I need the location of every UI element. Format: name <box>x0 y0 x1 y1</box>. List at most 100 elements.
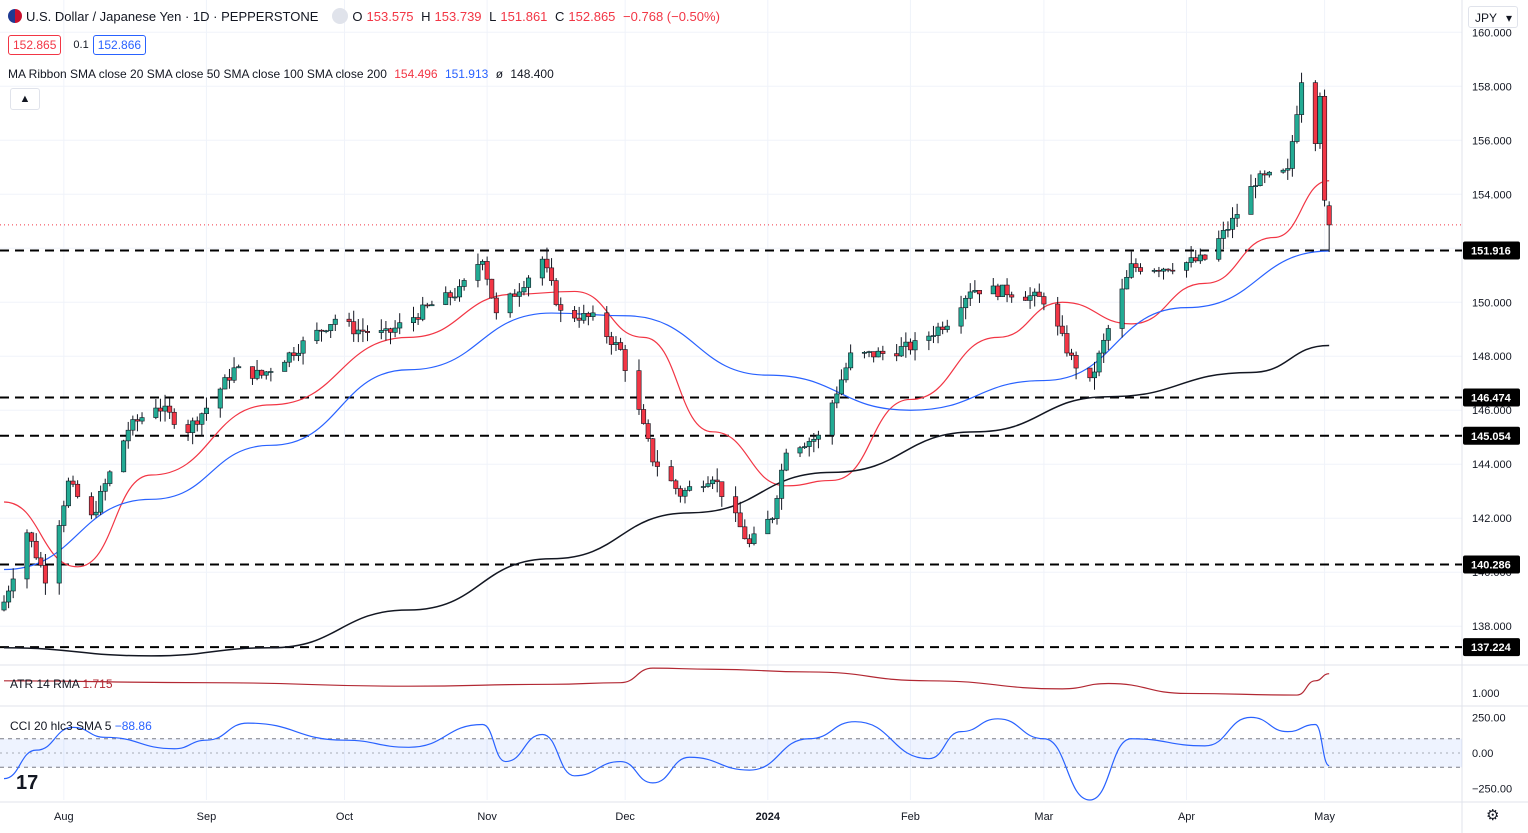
candle-up <box>1151 268 1157 274</box>
buy-button[interactable]: 152.866 <box>92 35 147 55</box>
candle-body <box>355 329 361 335</box>
candle-up <box>61 500 67 533</box>
candle-body <box>1289 141 1295 169</box>
candle-up <box>107 470 113 487</box>
candle-body <box>185 424 191 433</box>
sma200-value: 148.400 <box>510 67 554 81</box>
candle-down <box>636 359 642 415</box>
candle-body <box>894 353 900 357</box>
candle-up <box>139 412 145 425</box>
candle-body <box>1087 367 1093 379</box>
symbol-title[interactable]: U.S. Dollar / Japanese Yen · 1D · PEPPER… <box>26 8 319 24</box>
candle-body <box>1170 269 1176 272</box>
candle-body <box>443 292 449 305</box>
candle-body <box>539 258 545 279</box>
candle-down <box>549 258 555 286</box>
atr-legend[interactable]: ATR 14 RMA 1.715 <box>10 677 113 691</box>
candle-body <box>75 483 81 497</box>
candle-body <box>461 280 467 287</box>
candle-up <box>838 369 844 396</box>
candle-body <box>249 366 255 379</box>
candle-down <box>995 283 1001 301</box>
candle-up <box>65 477 71 508</box>
symbol-legend: U.S. Dollar / Japanese Yen · 1D · PEPPER… <box>8 8 728 24</box>
candle-body <box>1064 333 1070 354</box>
candle-up <box>254 359 260 381</box>
candle-up <box>1257 170 1263 187</box>
currency-selector[interactable]: JPY ▾ <box>1468 6 1518 28</box>
candle-up <box>1105 324 1111 351</box>
candle-up <box>130 415 136 436</box>
candle-body <box>217 388 223 409</box>
candle-body <box>806 441 812 447</box>
moving-averages <box>3 180 1330 657</box>
level-price-label: 140.286 <box>1471 559 1511 571</box>
candle-body <box>710 479 716 485</box>
candle-body <box>231 367 237 381</box>
candle-body <box>1092 371 1098 379</box>
candle-body <box>388 328 394 333</box>
tradingview-logo-icon[interactable]: 17 <box>16 772 39 794</box>
sell-button[interactable]: 152.865 <box>8 35 62 55</box>
x-tick-label: Dec <box>615 811 635 823</box>
candle-body <box>447 292 453 298</box>
candle-body <box>576 317 582 321</box>
candle-body <box>98 490 104 513</box>
candle-up <box>268 367 274 382</box>
candle-body <box>668 466 674 482</box>
candle-up <box>199 412 205 437</box>
candle-up <box>848 344 854 371</box>
ma-ribbon-legend[interactable]: MA Ribbon SMA close 20 SMA close 50 SMA … <box>8 67 558 81</box>
candle-up <box>98 485 104 516</box>
candle-body <box>480 261 486 265</box>
atr-label: ATR 14 RMA <box>10 677 80 691</box>
candle-down <box>1036 283 1042 297</box>
candle-up <box>1266 171 1272 178</box>
candle-down <box>622 344 628 382</box>
candle-up <box>443 286 449 306</box>
candle-body <box>995 285 1001 297</box>
candle-body <box>673 480 679 489</box>
candle-down <box>185 419 191 441</box>
candle-up <box>539 256 545 286</box>
candle-down <box>134 414 140 432</box>
x-tick-label: 2024 <box>756 811 781 823</box>
candle-body <box>295 352 301 356</box>
candle-up <box>774 495 780 525</box>
candle-body <box>190 420 196 433</box>
candle-body <box>1041 296 1047 305</box>
candle-up <box>990 278 996 295</box>
collapse-legend-button[interactable]: ▲ <box>10 88 40 110</box>
candle-body <box>1193 257 1199 262</box>
candle-down <box>484 256 490 286</box>
spread-value: 0.1 <box>73 39 89 51</box>
candle-body <box>774 498 780 519</box>
candle-down <box>171 408 177 429</box>
candle-body <box>516 291 522 297</box>
y-tick-label: 138.000 <box>1472 621 1512 633</box>
candle-up <box>705 476 711 488</box>
candle-up <box>903 332 909 358</box>
candle-body <box>484 261 490 280</box>
candle-down <box>388 327 394 345</box>
candle-body <box>56 525 62 584</box>
candle-down <box>1022 291 1028 301</box>
candle-up <box>1101 333 1107 363</box>
candle-up <box>1285 158 1291 180</box>
candle-body <box>783 452 789 471</box>
candle-down <box>493 292 499 320</box>
cci-legend[interactable]: CCI 20 hlc3 SMA 5 −88.86 <box>10 719 152 733</box>
visibility-toggle-icon[interactable] <box>332 8 349 24</box>
candle-body <box>585 313 591 317</box>
candle-up <box>521 280 527 296</box>
candle-down <box>576 306 582 328</box>
candle-up <box>222 374 228 390</box>
settings-gear-icon[interactable]: ⚙ <box>1486 807 1500 824</box>
candle-body <box>360 329 366 332</box>
candle-body <box>779 469 785 499</box>
candle-body <box>1253 185 1259 187</box>
candle-body <box>963 297 969 309</box>
candle-down <box>604 306 610 344</box>
candle-body <box>493 297 499 314</box>
